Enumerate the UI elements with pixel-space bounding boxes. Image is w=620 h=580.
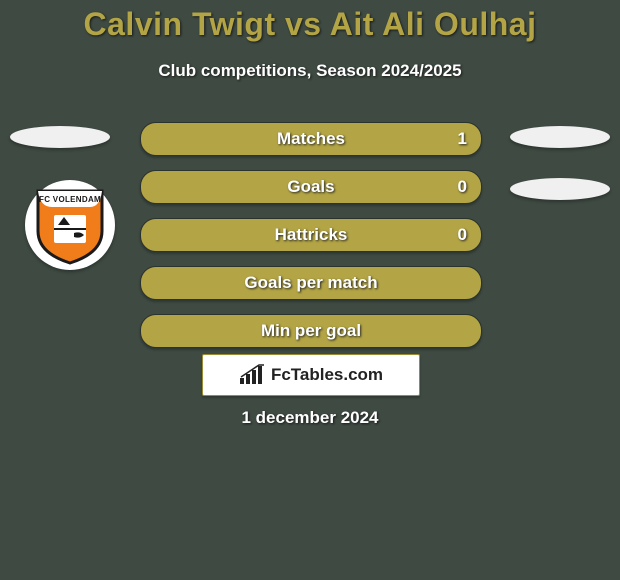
bar-chart-icon <box>239 364 265 386</box>
brand-text: FcTables.com <box>271 365 383 385</box>
page-title: Calvin Twigt vs Ait Ali Oulhaj <box>0 0 620 43</box>
brand-box: FcTables.com <box>202 354 420 396</box>
stat-value: 1 <box>458 123 467 155</box>
club-band-text: FC VOLENDAM <box>39 195 101 204</box>
stat-label: Goals <box>141 171 481 203</box>
date-text: 1 december 2024 <box>0 408 620 428</box>
stat-min-per-goal: Min per goal <box>140 314 482 348</box>
stat-label: Hattricks <box>141 219 481 251</box>
club-shield-icon: FC VOLENDAM <box>34 185 106 265</box>
stat-hattricks: Hattricks 0 <box>140 218 482 252</box>
player-left-avatar <box>10 126 110 148</box>
stat-label: Goals per match <box>141 267 481 299</box>
club-badge: FC VOLENDAM <box>25 180 115 270</box>
player-right-avatar-1 <box>510 126 610 148</box>
stat-goals: Goals 0 <box>140 170 482 204</box>
player-right-avatar-2 <box>510 178 610 200</box>
stat-matches: Matches 1 <box>140 122 482 156</box>
stat-label: Matches <box>141 123 481 155</box>
stat-label: Min per goal <box>141 315 481 347</box>
stat-value: 0 <box>458 219 467 251</box>
stat-value: 0 <box>458 171 467 203</box>
stats-list: Matches 1 Goals 0 Hattricks 0 Goals per … <box>140 122 480 362</box>
page-subtitle: Club competitions, Season 2024/2025 <box>0 61 620 81</box>
stat-goals-per-match: Goals per match <box>140 266 482 300</box>
